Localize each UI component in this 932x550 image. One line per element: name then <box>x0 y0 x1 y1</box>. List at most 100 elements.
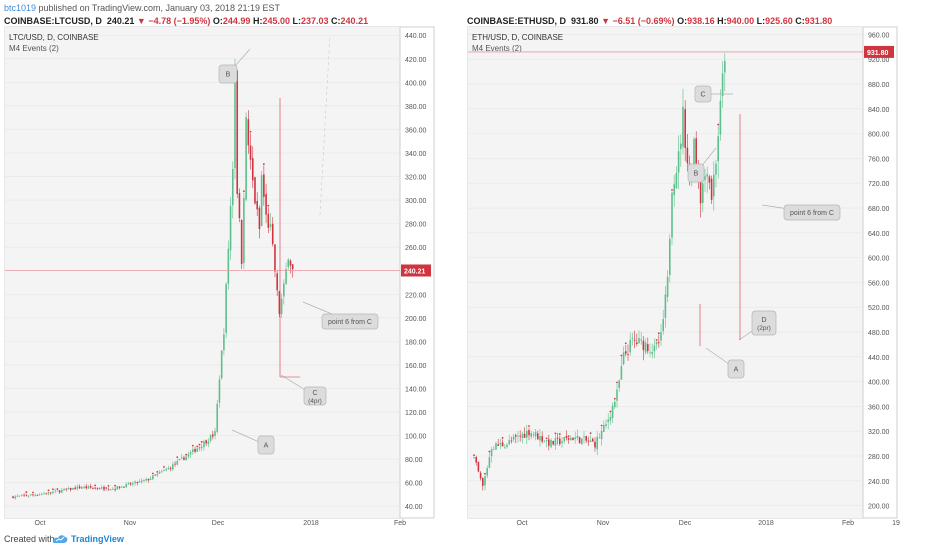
event-marker <box>613 397 616 400</box>
candle <box>713 174 715 197</box>
candle <box>622 352 625 365</box>
candle <box>107 489 110 491</box>
candle <box>169 467 172 469</box>
last-price-label: 931.80 <box>867 50 889 57</box>
x-tick-label: Oct <box>35 520 46 527</box>
right-close: 931.80 <box>804 16 833 26</box>
y-tick-label: 640.00 <box>868 231 890 238</box>
right-high: 940.00 <box>726 16 755 26</box>
right-open: 938.16 <box>687 16 715 26</box>
y-tick-label: 220.00 <box>405 292 427 299</box>
candle <box>123 487 125 488</box>
candle <box>548 439 550 446</box>
candle <box>704 176 706 181</box>
candle <box>276 273 278 291</box>
event-marker <box>191 444 194 447</box>
annotation-callout: A <box>705 347 745 379</box>
candle <box>556 437 559 439</box>
candle <box>611 405 614 419</box>
event-marker <box>620 354 623 357</box>
candle <box>234 68 236 169</box>
event-marker <box>267 204 270 207</box>
candle <box>693 138 695 168</box>
candle <box>109 489 112 491</box>
event-marker <box>589 432 592 435</box>
left-close: 240.21 <box>340 16 369 26</box>
annotation-callout: D(2pr) <box>738 310 777 341</box>
candle <box>236 70 239 194</box>
candle <box>684 109 686 149</box>
y-tick-label: 880.00 <box>868 82 890 89</box>
callout-sublabel: (4pr) <box>308 398 322 405</box>
event-marker <box>484 472 486 475</box>
candle <box>673 184 675 196</box>
candle <box>216 403 219 432</box>
candle <box>267 213 270 228</box>
event-marker <box>242 190 245 193</box>
candle <box>14 496 17 499</box>
candle <box>218 379 221 403</box>
candle <box>587 440 590 442</box>
event-marker <box>249 130 252 133</box>
candle <box>118 486 121 488</box>
candle <box>570 437 572 440</box>
candle <box>43 493 45 495</box>
candle <box>41 493 43 495</box>
left-h-label: H: <box>252 16 263 26</box>
event-marker <box>94 484 97 487</box>
candle <box>598 437 601 439</box>
candle <box>493 449 495 451</box>
right-h-label: H: <box>717 16 727 26</box>
tradingview-brand[interactable]: TradingView <box>71 534 124 544</box>
y-tick-label: 440.00 <box>868 355 890 362</box>
event-marker <box>47 489 50 492</box>
publish-line: btc1019 published on TradingView.com, Ja… <box>4 3 280 13</box>
candle <box>27 495 30 497</box>
y-tick-label: 180.00 <box>405 339 427 346</box>
candle <box>85 486 88 489</box>
candle <box>285 268 287 285</box>
candle <box>671 192 673 238</box>
callout-box <box>303 386 327 406</box>
candle <box>165 469 167 471</box>
y-tick-label: 760.00 <box>868 156 890 163</box>
tradingview-logo-icon[interactable] <box>52 533 68 545</box>
x-tick-label: Oct <box>517 520 528 527</box>
charts-canvas[interactable]: 40.00 60.00 80.00 100.00 120.00 140.00 160.00 1… <box>0 0 932 530</box>
candle <box>136 482 139 483</box>
left-low: 237.03 <box>301 16 329 26</box>
ltc-chart: 40.00 60.00 80.00 100.00 120.00 140.00 160.00 1… <box>4 26 435 527</box>
candle <box>565 436 568 438</box>
candle <box>695 138 697 164</box>
candle <box>36 494 39 496</box>
candle <box>589 440 592 443</box>
candle <box>583 436 585 438</box>
candle <box>280 298 283 314</box>
author-link[interactable]: btc1019 <box>4 3 37 13</box>
candle <box>572 437 574 441</box>
candle <box>578 437 581 444</box>
y-tick-label: 60.00 <box>405 481 423 488</box>
candle <box>629 339 631 353</box>
callout-box <box>218 64 238 84</box>
y-tick-label: 320.00 <box>405 175 427 182</box>
candle <box>706 174 708 177</box>
event-marker <box>196 445 199 448</box>
candle <box>574 437 576 440</box>
callout-label: B <box>226 72 231 79</box>
candle <box>29 494 32 496</box>
event-marker <box>616 381 618 384</box>
last-price-tag <box>401 264 431 277</box>
candle <box>263 174 265 197</box>
y-tick-label: 600.00 <box>868 256 890 263</box>
candle <box>154 474 156 476</box>
y-tick-label: 320.00 <box>868 429 890 436</box>
candle <box>499 443 502 445</box>
candle <box>543 441 546 443</box>
chart-title: ETH/USD, D, COINBASE <box>472 33 563 42</box>
candle <box>486 467 488 476</box>
plot-area <box>5 27 400 518</box>
left-quote: COINBASE:LTCUSD, D 240.21 ▼ −4.78 (−1.95… <box>4 16 368 26</box>
candle <box>594 441 596 448</box>
y-tick-label: 200.00 <box>405 316 427 323</box>
